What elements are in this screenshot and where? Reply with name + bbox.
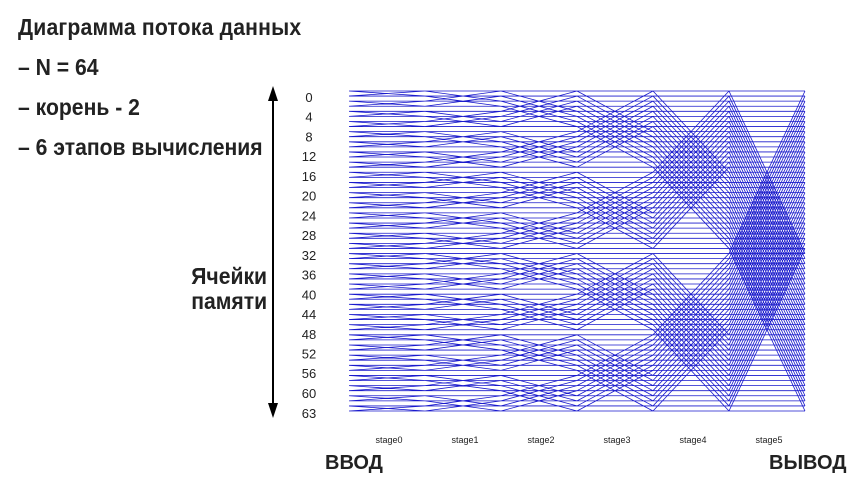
stage-2-lines	[500, 90, 578, 412]
row-label: 32	[302, 248, 316, 263]
stage-1-lines	[424, 90, 502, 412]
butterfly-lines	[348, 90, 806, 412]
output-label: ВЫВОД	[769, 452, 847, 474]
stage-label: stage0	[375, 435, 402, 445]
row-label: 56	[302, 366, 316, 381]
row-label: 12	[302, 149, 316, 164]
row-label: 8	[305, 129, 312, 144]
arrow-head-down	[268, 403, 278, 418]
row-label: 40	[302, 287, 316, 302]
memory-label-line1: Ячейки	[191, 263, 268, 289]
row-label: 44	[302, 307, 316, 322]
diagram-title: Диаграмма потока данных	[18, 14, 302, 40]
row-label: 36	[302, 268, 316, 283]
stage-labels: stage0 stage1 stage2 stage3 stage4 stage5	[375, 435, 782, 445]
row-label: 16	[302, 169, 316, 184]
note-stages: – 6 этапов вычисления	[18, 134, 263, 160]
memory-label-line2: памяти	[191, 288, 268, 314]
row-label: 20	[302, 189, 316, 204]
memory-axis-arrow	[268, 86, 278, 418]
notes-block: Диаграмма потока данных – N = 64 – корен…	[18, 14, 326, 161]
stage-4-lines	[652, 90, 730, 412]
stage-label: stage4	[679, 435, 706, 445]
stage-0-lines	[348, 90, 426, 412]
memory-cells-label: Ячейки памяти	[191, 263, 268, 314]
row-label: 4	[305, 110, 312, 125]
arrow-head-up	[268, 86, 278, 101]
stage-label: stage2	[527, 435, 554, 445]
note-radix: – корень - 2	[18, 94, 140, 120]
note-n: – N = 64	[18, 54, 99, 80]
stage-5-lines	[728, 90, 806, 412]
row-label: 60	[302, 386, 316, 401]
row-label: 52	[302, 346, 316, 361]
stage-3-lines	[576, 90, 654, 412]
stage-label: stage3	[603, 435, 630, 445]
input-label: ВВОД	[325, 452, 383, 474]
row-label: 63	[302, 406, 316, 421]
row-label: 0	[305, 90, 312, 105]
row-label: 24	[302, 208, 316, 223]
row-label: 28	[302, 228, 316, 243]
row-label: 48	[302, 327, 316, 342]
stage-label: stage1	[451, 435, 478, 445]
stage-label: stage5	[755, 435, 782, 445]
